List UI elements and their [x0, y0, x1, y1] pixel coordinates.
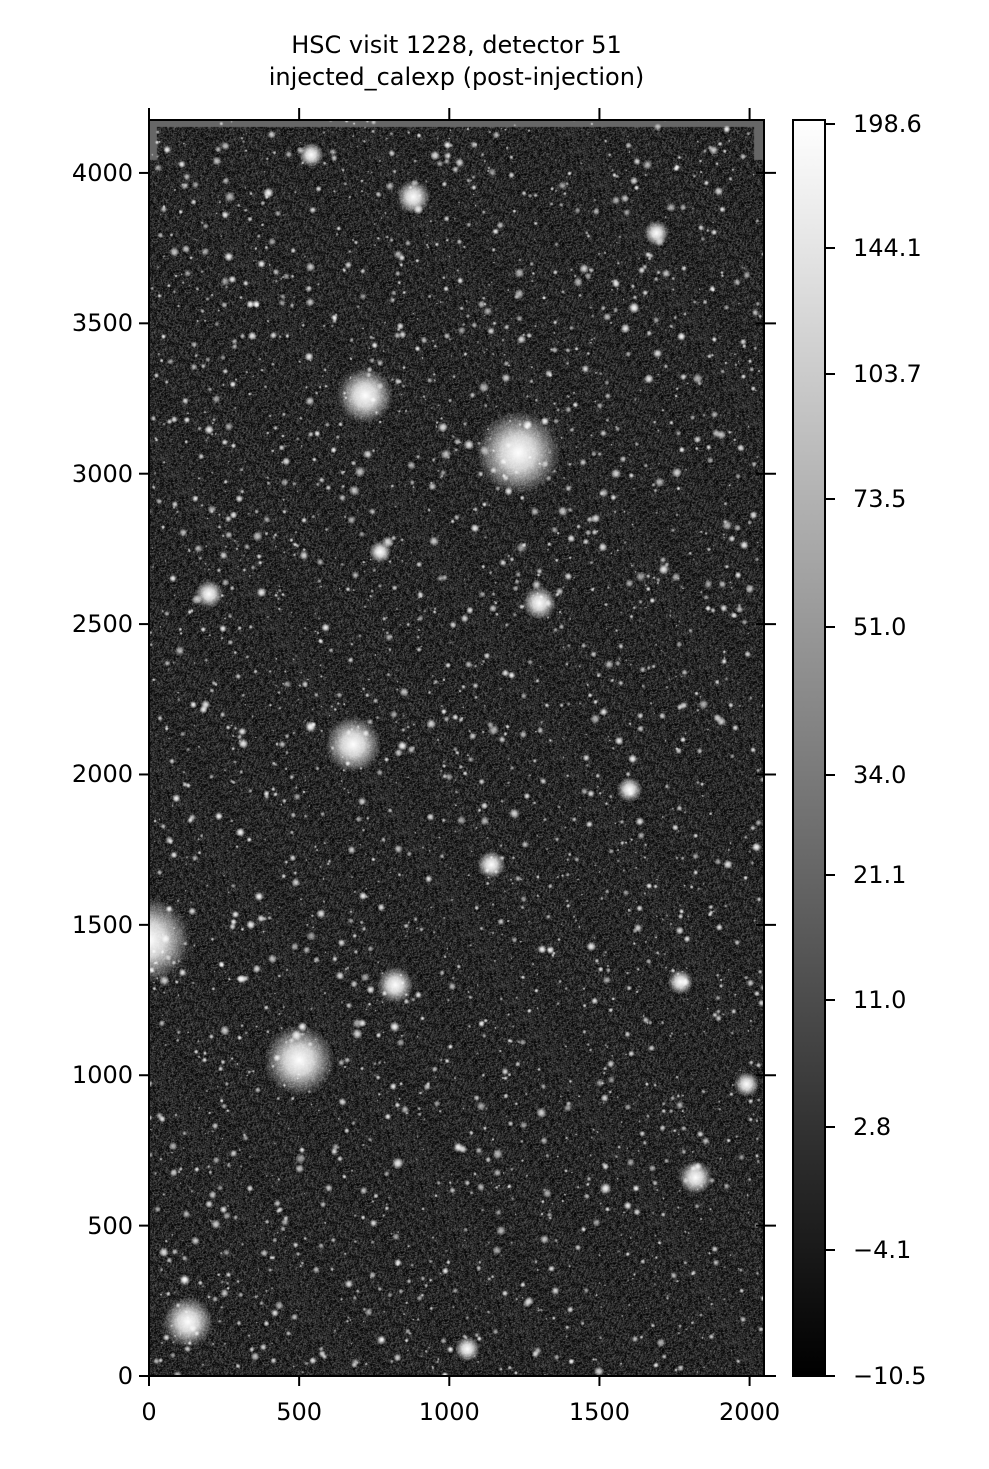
- colorbar: [793, 120, 825, 1376]
- x-tick-label: 0: [141, 1398, 157, 1426]
- y-tick-label: 3000: [71, 459, 133, 488]
- colorbar-frame: [792, 119, 826, 1377]
- colorbar-tick-label: −10.5: [853, 1362, 927, 1390]
- y-tick-label: 500: [87, 1211, 133, 1240]
- colorbar-tick-label: 2.8: [853, 1113, 892, 1141]
- colorbar-tick-label: −4.1: [853, 1236, 912, 1264]
- colorbar-tick-label: 198.6: [853, 110, 922, 138]
- x-tick-label: 1000: [418, 1398, 480, 1426]
- sky-image: [149, 120, 764, 1376]
- colorbar-tick-label: 103.7: [853, 360, 922, 388]
- x-tick-label: 2000: [719, 1398, 781, 1426]
- colorbar-tick-label: 144.1: [853, 234, 922, 262]
- y-tick-label: 0: [117, 1362, 133, 1390]
- colorbar-tick-label: 21.1: [853, 861, 907, 889]
- colorbar-tick-label: 34.0: [853, 761, 907, 789]
- chart-subtitle: injected_calexp (post-injection): [268, 63, 645, 91]
- chart-title: HSC visit 1228, detector 51: [291, 31, 622, 59]
- y-tick-label: 2000: [71, 760, 133, 789]
- y-tick-label: 1500: [71, 910, 133, 939]
- y-tick-label: 2500: [71, 610, 133, 639]
- axes-frame: [148, 119, 765, 1377]
- x-tick-label: 1500: [568, 1398, 630, 1426]
- x-tick-label: 500: [276, 1398, 323, 1426]
- colorbar-tick-label: 73.5: [853, 485, 907, 513]
- colorbar-tick-label: 11.0: [853, 986, 907, 1014]
- y-tick-label: 3500: [71, 309, 133, 338]
- colorbar-tick-label: 51.0: [853, 613, 907, 641]
- y-tick-label: 4000: [71, 158, 133, 187]
- y-tick-label: 1000: [71, 1061, 133, 1090]
